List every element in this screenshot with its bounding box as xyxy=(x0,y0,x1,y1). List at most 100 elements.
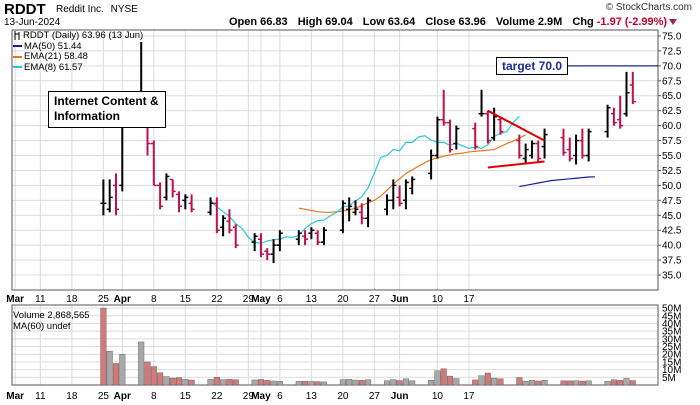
volume-bar xyxy=(396,380,403,386)
price-y-tick-label: 75.0 xyxy=(662,31,682,42)
low-label: Low xyxy=(362,16,385,28)
ohlc-bar xyxy=(308,227,315,240)
volume-x-tick-label: 17 xyxy=(463,391,475,402)
volume-bar xyxy=(560,380,567,386)
price-x-tick-label: 13 xyxy=(306,294,318,305)
price-y-tick-label: 55.0 xyxy=(662,151,682,162)
volume-bar xyxy=(383,380,390,386)
ohlc-bar xyxy=(390,179,397,210)
volume-bar xyxy=(629,380,636,386)
ohlc-bar xyxy=(610,107,617,126)
ticker-symbol: RDDT xyxy=(4,1,46,18)
volume-bar xyxy=(144,361,151,386)
ohlc-bar xyxy=(365,197,372,228)
volume-bar xyxy=(119,354,126,386)
legend-price-label: RDDT (Daily) 63.96 (13 Jun) xyxy=(23,30,144,42)
high-label: High xyxy=(297,16,323,28)
legend-ma60-row: MA(60) undef xyxy=(13,320,90,333)
ohlc-bar xyxy=(346,197,353,222)
legend-volume-row: Volume 2,868,565 xyxy=(13,310,90,322)
ohlc-bar xyxy=(320,227,327,246)
change-value: -1.97 (-2.99%) xyxy=(596,16,668,28)
price-bars xyxy=(100,41,636,264)
legend-volume-label: Volume 2,868,565 xyxy=(13,310,90,321)
volume-value: 2.9M xyxy=(537,16,563,28)
price-legend: RDDT (Daily) 63.96 (13 Jun) MA(50) 51.44… xyxy=(13,30,144,73)
price-y-tick-label: 72.5 xyxy=(662,46,682,57)
industry-annotation: Internet Content & Information xyxy=(48,91,166,128)
price-y-tick-label: 40.0 xyxy=(662,241,682,252)
ohlc-bar xyxy=(516,134,523,159)
ohlc-bar xyxy=(573,134,580,165)
volume-x-tick-label: May xyxy=(251,391,271,402)
legend-ma50-row: MA(50) 51.44 xyxy=(13,41,143,53)
price-y-tick-label: 60.0 xyxy=(662,121,682,132)
copyright-link[interactable]: © StockCharts.com xyxy=(605,2,692,13)
ohlc-bar xyxy=(213,197,220,234)
volume-y-tick-label: 5M xyxy=(662,373,676,384)
price-x-tick-label: May xyxy=(251,294,271,305)
volume-bar xyxy=(434,370,441,386)
ema8-swatch xyxy=(13,66,22,68)
ohlc-bar xyxy=(472,122,479,150)
ohlc-bar xyxy=(207,197,214,216)
ohlc-bar xyxy=(528,140,535,159)
ohlc-bar xyxy=(251,233,258,252)
volume-x-tick-label: 11 xyxy=(35,391,46,402)
volume-y-tick-label: 45M xyxy=(662,311,681,322)
volume-bar xyxy=(541,380,548,386)
volume-bar xyxy=(522,380,529,386)
ohlc-bar xyxy=(106,179,113,213)
price-y-tick-label: 50.0 xyxy=(662,181,682,192)
volume-bar xyxy=(566,380,573,386)
ohlc-bar xyxy=(226,209,233,234)
volume-y-tick-label: 10M xyxy=(662,365,681,376)
ohlc-bar xyxy=(176,191,183,213)
volume-bar xyxy=(365,379,372,386)
ohlc-bar-icon xyxy=(13,31,21,40)
volume-bar xyxy=(491,377,498,386)
ohlc-bar xyxy=(478,89,485,117)
volume-x-tick-label: 22 xyxy=(211,391,223,402)
ohlc-bar xyxy=(440,89,447,126)
ohlc-bar xyxy=(339,200,346,234)
legend-price-row: RDDT (Daily) 63.96 (13 Jun) xyxy=(13,30,144,42)
high-value: 69.04 xyxy=(325,16,353,28)
volume-label: Volume xyxy=(495,16,535,28)
volume-bar xyxy=(106,350,113,386)
ohlc-bar xyxy=(314,230,321,246)
volume-bar xyxy=(497,378,504,386)
volume-y-tick-label: 35M xyxy=(662,327,681,338)
price-y-tick-label: 67.5 xyxy=(662,76,682,87)
volume-bar xyxy=(308,381,315,386)
volume-bar xyxy=(264,380,271,386)
volume-bar xyxy=(220,379,227,386)
company-name-line: Reddit Inc. NYSE xyxy=(56,4,138,15)
volume-bar xyxy=(440,368,447,386)
price-x-tick-label: Apr xyxy=(114,294,131,305)
volume-bar xyxy=(213,377,220,386)
volume-bar xyxy=(585,380,592,386)
ohlc-bar xyxy=(302,230,309,246)
volume-bars xyxy=(100,307,636,386)
ema21-swatch xyxy=(13,55,22,58)
ohlc-bar xyxy=(157,182,164,210)
legend-ma60-label: MA(60) undef xyxy=(13,320,71,332)
price-y-tick-label: 37.5 xyxy=(662,256,682,267)
volume-y-tick-label: 50M xyxy=(662,304,681,315)
industry-line-1: Internet Content & xyxy=(54,94,159,108)
price-x-tick-label: 10 xyxy=(432,294,444,305)
volume-x-tick-label: 10 xyxy=(432,391,444,402)
volume-x-tick-label: 20 xyxy=(337,391,349,402)
ohlc-bar xyxy=(220,215,227,237)
price-x-tick-label: 15 xyxy=(180,294,192,305)
price-x-tick-label: 27 xyxy=(369,294,381,305)
volume-y-tick-label: 20M xyxy=(662,350,681,361)
volume-x-tick-label: 15 xyxy=(180,391,192,402)
ohlc-summary: Open 66.83 High 69.04 Low 63.64 Close 63.96 … xyxy=(229,16,678,28)
company-name: Reddit Inc. xyxy=(56,4,104,15)
ohlc-bar xyxy=(535,140,542,162)
volume-bar xyxy=(579,380,586,386)
volume-bar xyxy=(138,341,145,386)
ohlc-bar xyxy=(100,179,107,216)
